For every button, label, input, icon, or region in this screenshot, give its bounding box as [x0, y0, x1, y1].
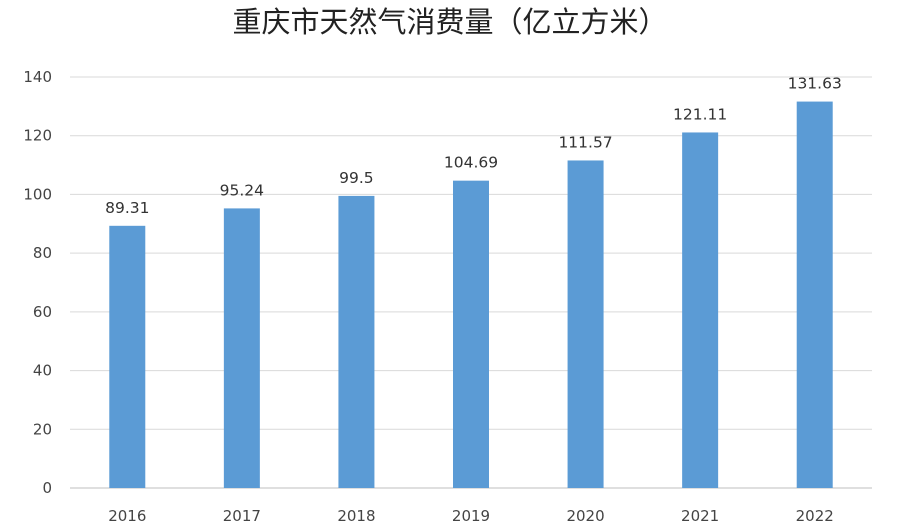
data-label: 131.63 [788, 75, 842, 93]
x-tick-label: 2020 [566, 507, 604, 525]
x-tick-label: 2018 [337, 507, 375, 525]
bar [223, 208, 260, 488]
data-label: 89.31 [105, 199, 149, 217]
x-tick-label: 2017 [223, 507, 261, 525]
bar [453, 180, 489, 488]
bar [796, 101, 833, 488]
x-tick-label: 2021 [681, 507, 719, 525]
x-tick-label: 2016 [108, 507, 146, 525]
data-label: 111.57 [558, 133, 612, 151]
bar [682, 132, 719, 489]
data-label: 95.24 [220, 181, 264, 199]
y-tick-label: 100 [23, 185, 52, 203]
bar [109, 225, 146, 489]
y-tick-label: 0 [42, 479, 52, 497]
y-tick-label: 60 [33, 303, 52, 321]
y-tick-label: 40 [33, 362, 52, 380]
data-label: 104.69 [444, 154, 498, 172]
y-tick-label: 20 [33, 420, 52, 438]
y-tick-label: 80 [33, 244, 52, 262]
data-label: 99.5 [339, 169, 374, 187]
y-tick-label: 120 [23, 127, 52, 145]
x-tick-label: 2019 [452, 507, 490, 525]
x-tick-label: 2022 [796, 507, 834, 525]
chart-title: 重庆市天然气消费量（亿立方米） [232, 5, 668, 39]
y-tick-label: 140 [23, 68, 52, 86]
bar [567, 160, 604, 489]
bar [338, 195, 375, 488]
data-label: 121.11 [673, 105, 727, 123]
